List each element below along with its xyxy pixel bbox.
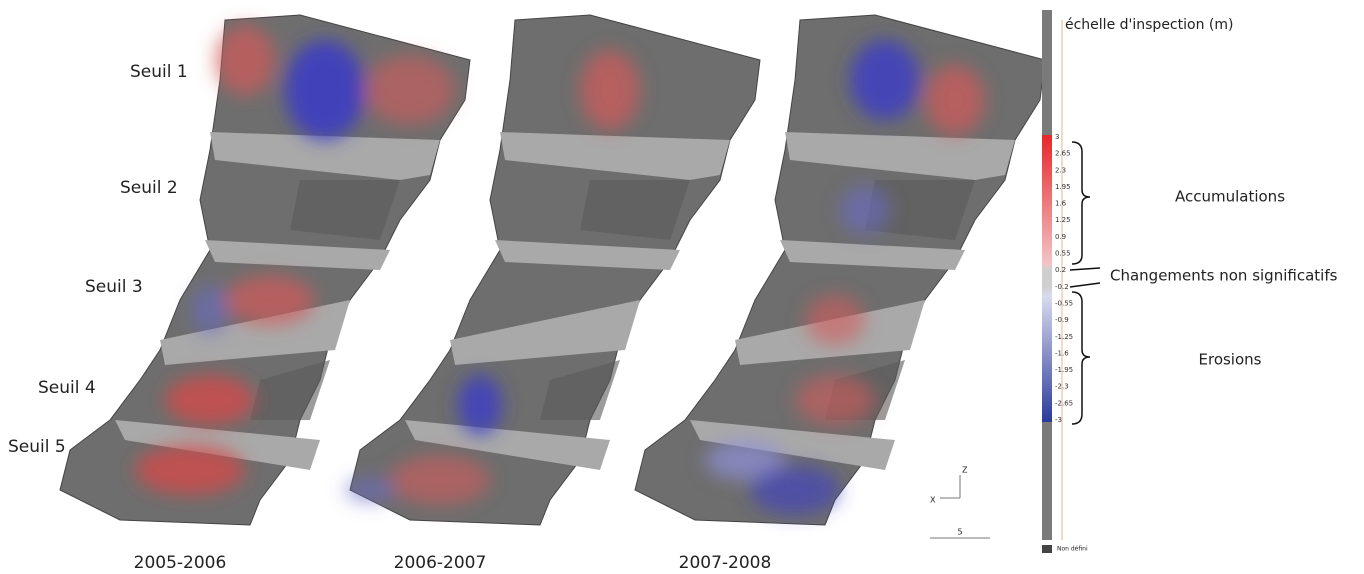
panel-2006-2007 [345, 14, 761, 526]
panel-2005-2006 [59, 14, 471, 526]
scale-tick-label: 0.2 [1055, 266, 1066, 274]
scale-tick-label: 2.3 [1055, 166, 1066, 174]
scale-ticks: 3 2.65 2.3 1.95 1.6 1.25 0.9 0.55 0.2 -0.2 -0.55 -0… [1055, 133, 1073, 424]
axis-x: X [930, 496, 936, 505]
scale-tick-label: -1.95 [1055, 366, 1073, 374]
scale-tick-label: 1.25 [1055, 216, 1071, 224]
scale-tick-label: -2.3 [1055, 383, 1069, 391]
scale-tick-label: -2.65 [1055, 399, 1073, 407]
panel-2007-2008 [634, 14, 1046, 526]
scale-tick-label: 3 [1055, 133, 1059, 141]
erosions-label: Erosions [1199, 351, 1262, 369]
threshold-label: Seuil 5 [8, 437, 66, 457]
scale-tick-label: -1.25 [1055, 333, 1073, 341]
axis-z: Z [962, 466, 968, 475]
threshold-label: Seuil 3 [85, 277, 143, 297]
scale-tick-label: 1.95 [1055, 183, 1071, 191]
threshold-label: Seuil 1 [130, 62, 188, 82]
threshold-label: Seuil 2 [120, 178, 178, 198]
axes-indicator [930, 475, 990, 539]
period-label: 2005-2006 [134, 553, 227, 573]
scale-tick-label: -3 [1055, 416, 1062, 424]
scale-tick-label: 2.65 [1055, 150, 1071, 158]
scale-tick-label: -1.6 [1055, 349, 1069, 357]
scale-tick-label: -0.2 [1055, 283, 1069, 291]
period-label: 2006-2007 [394, 553, 487, 573]
accumulations-label: Accumulations [1175, 188, 1285, 206]
undefined-swatch [1042, 545, 1052, 553]
undefined-label: Non défini [1057, 546, 1088, 553]
scale-title: échelle d'inspection (m) [1065, 17, 1233, 33]
scale-tick-label: 0.55 [1055, 250, 1071, 258]
scale-tick-label: 0.9 [1055, 233, 1066, 241]
threshold-label: Seuil 4 [38, 378, 96, 398]
color-scale [1042, 135, 1052, 422]
scale-tick-label: -0.9 [1055, 316, 1069, 324]
insignificant-label: Changements non significatifs [1110, 267, 1338, 285]
scale-tick-label: 1.6 [1055, 200, 1067, 208]
period-label: 2007-2008 [679, 553, 772, 573]
braces [1069, 141, 1101, 425]
scale-tick-label: -0.55 [1055, 299, 1073, 307]
scale-bar-label: 5 [957, 528, 962, 537]
